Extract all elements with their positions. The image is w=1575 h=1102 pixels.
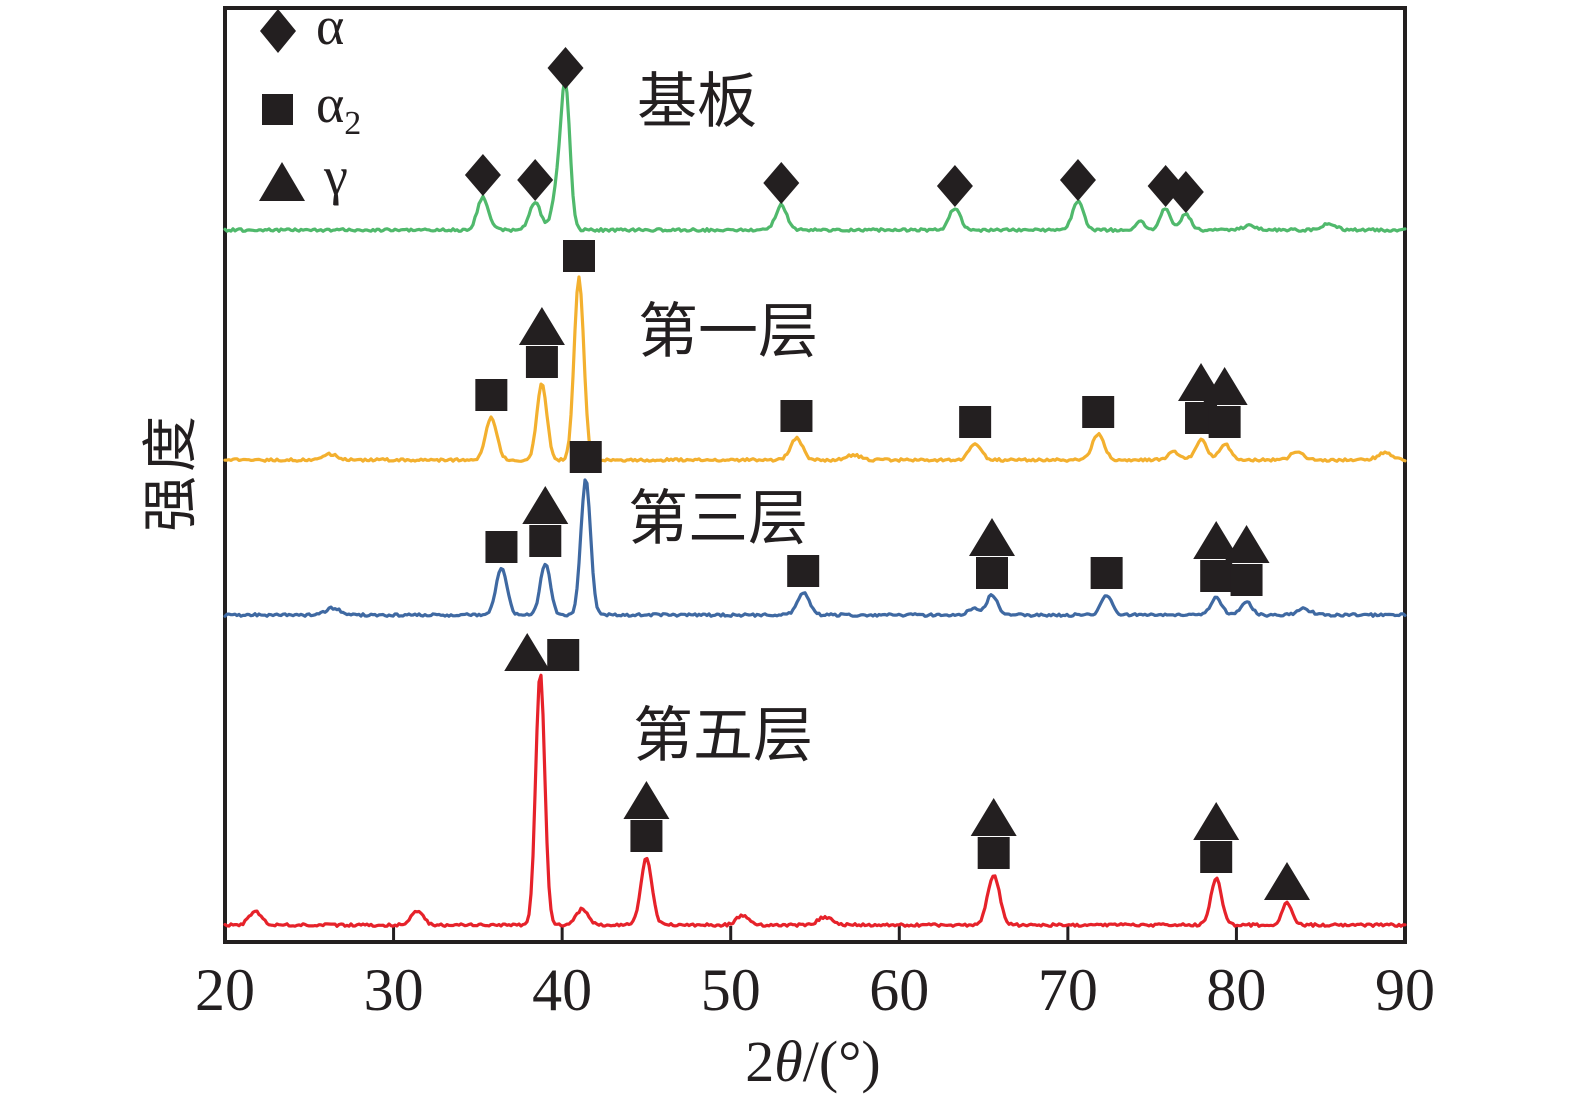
x-tick-label: 80 xyxy=(1206,957,1267,1023)
plot-frame xyxy=(223,6,1407,944)
x-tick-label: 40 xyxy=(532,957,593,1023)
diamond-marker xyxy=(517,159,554,201)
square-marker xyxy=(529,525,562,557)
triangle-marker xyxy=(969,518,1015,556)
triangle-marker xyxy=(1223,525,1270,563)
square-marker xyxy=(1200,841,1233,873)
triangle-marker xyxy=(1193,521,1240,559)
diamond-marker xyxy=(763,162,800,204)
triangle-marker xyxy=(623,781,670,819)
square-marker xyxy=(563,240,595,272)
square-marker xyxy=(1208,406,1241,438)
xrd-curve-2 xyxy=(223,478,1407,618)
triangle-marker xyxy=(522,486,569,524)
square-icon xyxy=(262,94,293,125)
triangle-icon xyxy=(259,162,305,201)
y-axis-title: 强度 xyxy=(141,412,203,532)
xrd-curve-0 xyxy=(223,77,1407,233)
legend-label-gamma: γ xyxy=(324,146,348,207)
series-label-2: 第三层 xyxy=(628,486,808,552)
square-marker xyxy=(485,531,518,563)
square-marker xyxy=(569,441,602,473)
square-marker xyxy=(787,555,820,587)
triangle-marker xyxy=(1201,367,1248,405)
square-marker xyxy=(977,837,1010,869)
series-label-3: 第五层 xyxy=(633,703,813,769)
diamond-marker xyxy=(1167,171,1204,213)
triangle-marker xyxy=(1264,862,1310,900)
square-marker xyxy=(1200,560,1233,592)
square-marker xyxy=(1082,396,1115,428)
square-marker xyxy=(630,820,663,852)
triangle-marker xyxy=(970,798,1017,836)
series-label-1: 第一层 xyxy=(638,299,818,365)
x-axis-title: 2θ/(°) xyxy=(745,1029,881,1094)
square-marker xyxy=(780,400,813,432)
square-marker xyxy=(1090,557,1123,589)
xrd-curve-1 xyxy=(223,275,1407,463)
diamond-marker xyxy=(1059,159,1096,201)
square-marker xyxy=(1230,564,1263,596)
x-tick-label: 50 xyxy=(700,957,761,1023)
x-tick-labels: 20 30 40 50 60 70 80 90 xyxy=(0,960,1575,1032)
diamond-marker xyxy=(464,154,501,196)
square-marker xyxy=(525,346,558,378)
triangle-marker xyxy=(518,307,565,345)
square-marker xyxy=(547,639,580,671)
x-tick-label: 20 xyxy=(195,957,255,1023)
x-tick-label: 90 xyxy=(1375,957,1435,1023)
square-marker xyxy=(475,379,508,411)
legend-item-gamma: γ xyxy=(258,149,348,204)
triangle-marker xyxy=(1193,802,1240,840)
x-tick-label: 60 xyxy=(869,957,930,1023)
diamond-marker xyxy=(936,165,973,207)
series-label-0: 基板 xyxy=(637,69,757,135)
diamond-icon xyxy=(260,9,296,53)
triangle-marker xyxy=(504,633,551,671)
xrd-curve-3 xyxy=(223,673,1407,928)
legend-item-alpha2: α2 xyxy=(258,77,361,140)
legend-label-alpha: α xyxy=(316,0,345,57)
legend-label-alpha2: α2 xyxy=(316,74,362,142)
square-marker xyxy=(976,557,1008,589)
diamond-marker xyxy=(547,47,584,89)
x-tick-label: 70 xyxy=(1037,957,1098,1023)
square-marker xyxy=(959,406,992,438)
x-tick-label: 30 xyxy=(363,957,424,1023)
legend-item-alpha: α xyxy=(258,0,344,54)
